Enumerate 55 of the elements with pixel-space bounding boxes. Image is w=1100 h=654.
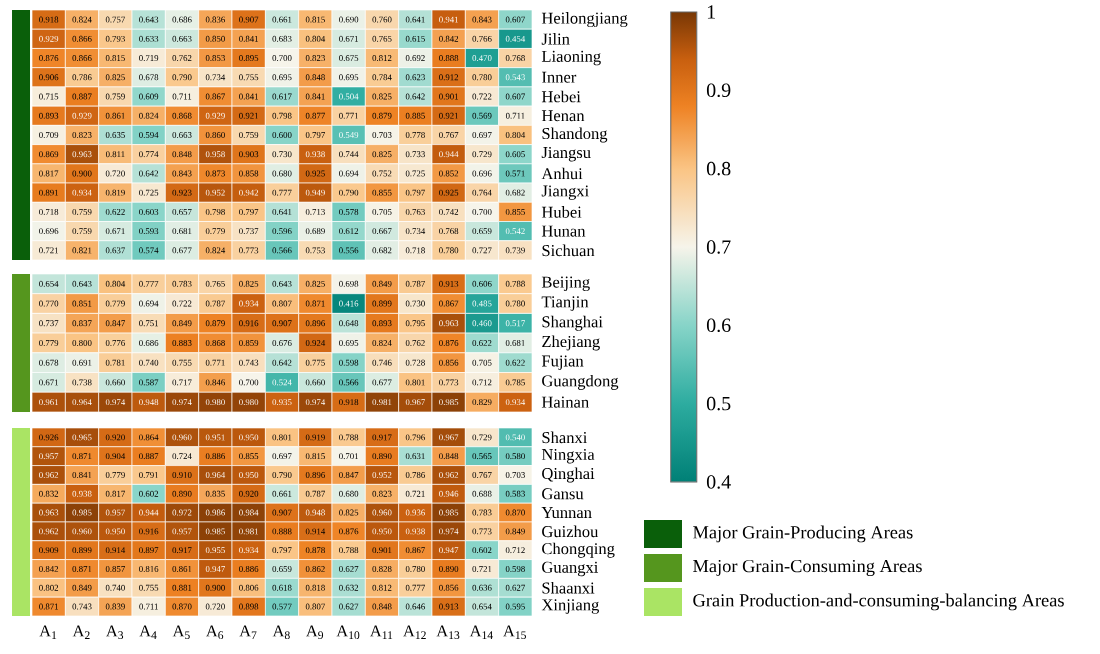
x-tick-label: A$_{10}$	[336, 625, 360, 640]
y-tick-label: Qinghai	[542, 467, 595, 483]
color-bar-label: 0.8	[706, 161, 731, 176]
y-tick-label: Liaoning	[541, 50, 601, 66]
color-bar-label: 0.9	[706, 83, 731, 98]
y-tick-label: Shanghai	[542, 315, 603, 331]
y-tick-label: Guizhou	[542, 525, 599, 538]
y-tick-label: Hubei	[541, 206, 582, 218]
y-tick-label: Heilongjiang	[541, 12, 628, 28]
y-tick-label: Hebei	[541, 90, 581, 103]
y-tick-label: Hunan	[541, 225, 586, 237]
y-tick-label: Inner	[542, 71, 577, 83]
color-bar-label: 0.7	[706, 240, 731, 254]
y-tick-label: Sichuan	[542, 244, 595, 257]
y-tick-label: Xinjiang	[541, 599, 599, 614]
y-tick-label: Fujian	[541, 355, 584, 370]
x-tick-label: A$_{7}$	[239, 625, 257, 639]
x-tick-label: A$_{2}$	[72, 625, 90, 639]
x-tick-label: A$_{6}$	[205, 625, 224, 640]
y-tick-label: Shanxi	[542, 431, 588, 444]
x-tick-label: A$_{1}$	[39, 625, 57, 639]
color-bar-label: 0.6	[706, 318, 731, 333]
y-tick-label: Jiangxi	[541, 185, 589, 200]
y-tick-label: Chongqing	[542, 542, 615, 558]
text: Major Grain-Consuming Areas	[693, 559, 922, 577]
x-tick-label: A$_{11}$	[369, 625, 393, 639]
y-tick-label: Beijing	[541, 276, 590, 292]
y-tick-label: Shaanxi	[542, 581, 595, 594]
y-tick-label: Hainan	[541, 396, 589, 408]
x-tick-label: A$_{3}$	[105, 625, 124, 640]
color-bar-label: 1	[707, 5, 715, 19]
y-tick-label: Jiangsu	[541, 146, 591, 162]
x-tick-label: A$_{9}$	[305, 625, 324, 640]
y-tick-label: Yunnan	[541, 507, 592, 519]
color-bar-label: 0.4	[706, 475, 731, 489]
x-tick-label: A$_{15}$	[503, 625, 526, 640]
x-tick-label: A$_{12}$	[403, 625, 426, 639]
x-tick-label: A$_{14}$	[469, 625, 493, 639]
text: Grain Production-and-consuming-balancing Areas	[693, 593, 1064, 611]
y-tick-label: Ningxia	[541, 448, 595, 464]
y-tick-label: Guangdong	[542, 374, 619, 390]
text: Major Grain-Producing Areas	[693, 525, 913, 543]
x-tick-label: A$_{5}$	[172, 625, 190, 640]
y-tick-label: Jilin	[541, 33, 570, 45]
x-tick-label: A$_{8}$	[272, 625, 290, 640]
y-tick-label: Guangxi	[542, 561, 599, 577]
y-tick-label: Anhui	[541, 167, 583, 180]
color-bar-label: 0.5	[706, 396, 731, 411]
y-tick-label: Gansu	[542, 488, 584, 500]
y-tick-label: Shandong	[542, 127, 608, 143]
y-tick-label: Zhejiang	[542, 335, 600, 351]
x-tick-label: A$_{4}$	[139, 625, 157, 639]
y-tick-label: Henan	[541, 110, 585, 122]
y-tick-label: Tianjin	[541, 296, 589, 311]
x-tick-label: A$_{13}$	[436, 625, 460, 640]
